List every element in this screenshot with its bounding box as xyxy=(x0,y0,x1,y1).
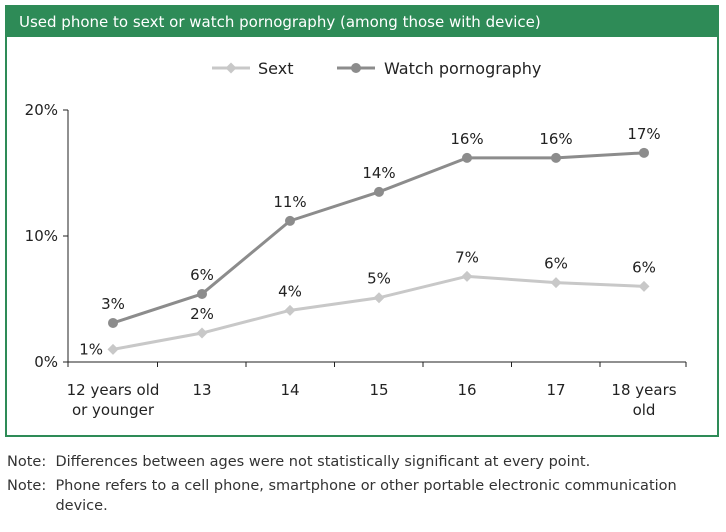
data-label: 2% xyxy=(190,305,214,323)
data-label: 4% xyxy=(278,282,302,300)
data-label: 11% xyxy=(273,193,306,211)
x-tick-label: 18 years xyxy=(611,381,676,399)
notes: Note: Differences between ages were not … xyxy=(7,452,707,520)
x-tick-label: 13 xyxy=(192,381,211,399)
x-tick-label: 16 xyxy=(457,381,476,399)
note-prefix: Note: xyxy=(7,478,56,494)
x-tick-label: old xyxy=(633,401,656,419)
data-label: 16% xyxy=(450,130,483,148)
line-chart: 0% 10% 20% 12 years old or younger 13 14 15 16 17… xyxy=(25,59,687,419)
data-point-sext xyxy=(373,292,385,304)
data-point-watch-pornography xyxy=(374,186,384,197)
data-label: 6% xyxy=(632,258,656,276)
chart-title: Used phone to sext or watch pornography … xyxy=(7,7,717,37)
note-prefix: Note: xyxy=(7,454,56,470)
data-point-watch-pornography xyxy=(551,152,561,163)
data-label: 5% xyxy=(367,270,391,288)
data-label: 1% xyxy=(79,340,103,358)
data-label: 16% xyxy=(539,130,572,148)
legend-marker-watch-pornography xyxy=(351,63,361,73)
data-label: 17% xyxy=(627,125,660,143)
data-point-sext xyxy=(638,280,650,292)
y-tick-label: 0% xyxy=(34,353,58,371)
legend-label-sext: Sext xyxy=(258,59,293,78)
data-point-sext xyxy=(550,277,562,289)
legend-label-watch-pornography: Watch pornography xyxy=(384,59,541,78)
y-tick-label: 20% xyxy=(25,101,58,119)
data-point-watch-pornography xyxy=(462,152,472,163)
data-point-watch-pornography xyxy=(108,317,118,328)
note-2: Note: Phone refers to a cell phone, smar… xyxy=(7,476,707,516)
data-label: 7% xyxy=(455,248,479,266)
data-point-watch-pornography xyxy=(639,147,649,158)
x-tick-label: 15 xyxy=(369,381,388,399)
data-point-sext xyxy=(196,327,208,339)
x-tick-label: 12 years old xyxy=(67,381,160,399)
x-tick-label: 17 xyxy=(546,381,565,399)
data-point-sext xyxy=(284,304,296,316)
legend-marker-sext xyxy=(225,62,237,74)
data-label: 6% xyxy=(544,255,568,273)
data-label: 14% xyxy=(362,164,395,182)
x-tick-label: 14 xyxy=(280,381,299,399)
data-label: 3% xyxy=(101,295,125,313)
y-tick-label: 10% xyxy=(25,227,58,245)
data-point-sext xyxy=(107,343,119,355)
data-point-sext xyxy=(461,270,473,282)
data-label: 6% xyxy=(190,266,214,284)
data-point-watch-pornography xyxy=(197,288,207,299)
chart-frame: Used phone to sext or watch pornography … xyxy=(5,5,719,437)
note-text: Phone refers to a cell phone, smartphone… xyxy=(55,478,677,514)
data-point-watch-pornography xyxy=(285,215,295,226)
note-text: Differences between ages were not statis… xyxy=(55,454,591,470)
x-tick-label: or younger xyxy=(72,401,155,419)
note-1: Note: Differences between ages were not … xyxy=(7,452,707,472)
